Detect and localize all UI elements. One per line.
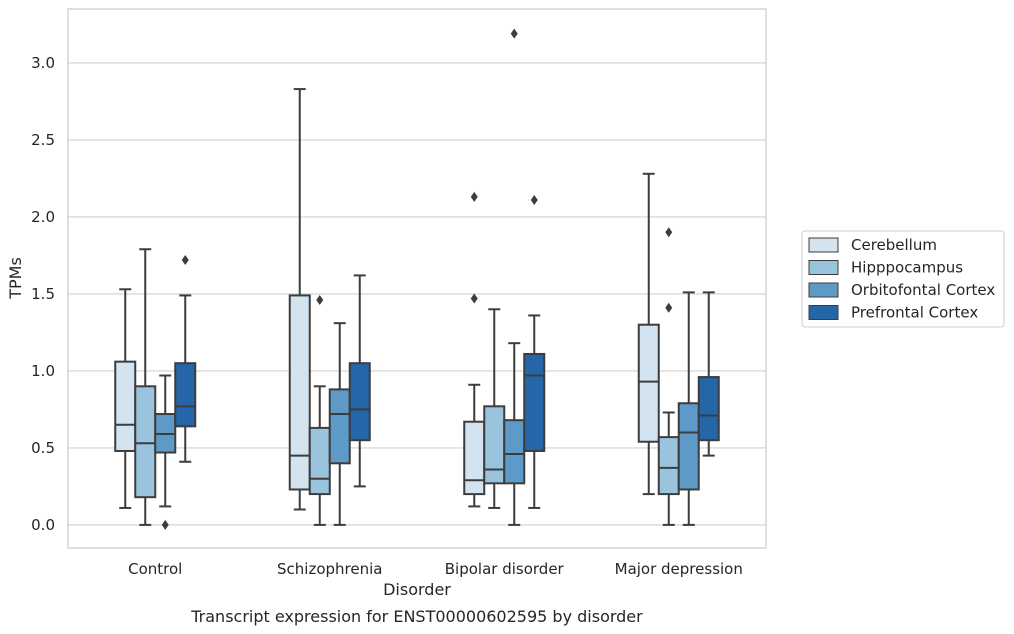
- x-tick-label: Major depression: [615, 560, 743, 578]
- legend-label: Cerebellum: [851, 236, 937, 254]
- box-series-group: [114, 28, 720, 530]
- x-tick-label: Bipolar disorder: [445, 560, 565, 578]
- y-tick-label: 0.5: [31, 439, 55, 457]
- box: [503, 419, 526, 485]
- outlier-point: [181, 255, 189, 266]
- legend-label: Orbitofontal Cortex: [851, 281, 995, 299]
- box: [697, 376, 720, 442]
- x-axis-label: Disorder: [383, 580, 451, 599]
- y-axis-label: TPMs: [6, 257, 25, 300]
- box: [114, 360, 137, 452]
- box: [483, 405, 506, 485]
- box: [174, 362, 197, 428]
- box: [288, 294, 311, 491]
- box: [637, 323, 660, 443]
- outlier-point: [470, 293, 478, 304]
- box: [657, 436, 680, 496]
- box: [134, 385, 157, 499]
- legend-swatch: [808, 260, 839, 275]
- legend-swatch: [808, 237, 839, 253]
- box: [308, 426, 331, 496]
- box: [523, 352, 546, 452]
- x-tick-labels: Control Schizophrenia Bipolar disorder Majo…: [128, 560, 743, 578]
- outlier-point: [665, 227, 673, 238]
- y-tick-label: 2.5: [31, 131, 55, 149]
- outlier-point: [510, 28, 518, 39]
- outlier-point: [530, 194, 538, 205]
- legend-label: Hipppocampus: [851, 259, 963, 277]
- x-tick-label: Schizophrenia: [277, 560, 382, 578]
- outlier-point: [665, 302, 673, 313]
- legend-label: Prefrontal Cortex: [851, 304, 978, 322]
- legend-swatch: [808, 305, 839, 320]
- chart-caption: Transcript expression for ENST0000060259…: [190, 607, 643, 626]
- legend-frame: [801, 230, 1005, 328]
- outlier-point: [316, 295, 324, 306]
- plot-frame: [67, 8, 767, 549]
- legend: Cerebellum Hipppocampus Orbitofontal Corte…: [801, 230, 1005, 328]
- box: [677, 402, 700, 491]
- y-tick-label: 1.0: [31, 362, 55, 380]
- y-tick-labels: 0.0 0.5 1.0 1.5 2.0 2.5 3.0: [31, 54, 55, 534]
- outlier-point: [470, 191, 478, 202]
- y-tick-label: 0.0: [31, 516, 55, 534]
- y-tick-label: 2.0: [31, 208, 55, 226]
- y-tick-label: 1.5: [31, 285, 55, 303]
- legend-swatch: [808, 282, 839, 298]
- x-tick-label: Control: [128, 560, 182, 578]
- y-tick-label: 3.0: [31, 54, 55, 72]
- box: [328, 388, 351, 465]
- box: [463, 420, 486, 496]
- box: [348, 362, 371, 442]
- outlier-point: [161, 519, 169, 530]
